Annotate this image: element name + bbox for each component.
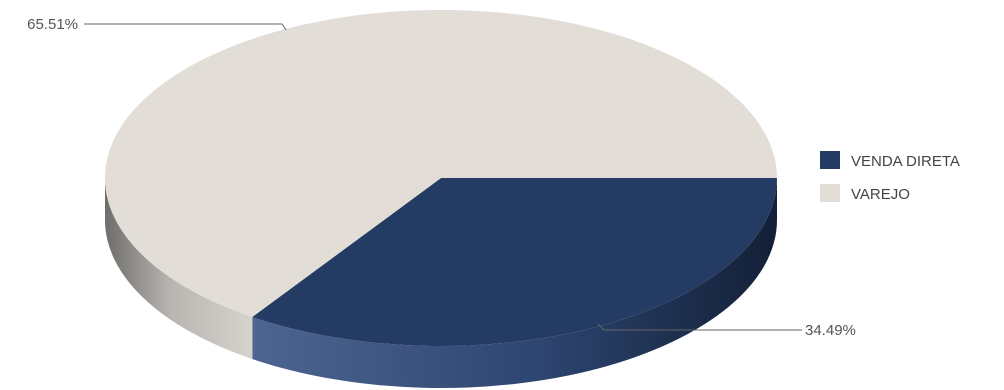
venda-direta-leader-line (597, 323, 802, 331)
legend-item-varejo: VAREJO (820, 184, 910, 203)
legend-item-venda-direta: VENDA DIRETA (820, 151, 960, 170)
varejo-leader-line (84, 23, 287, 31)
varejo-percent-label: 65.51% (27, 16, 78, 33)
pie-side-varejo (105, 178, 253, 360)
slice-label-varejo: 65.51% (27, 16, 287, 33)
venda-direta-percent-label: 34.49% (805, 322, 856, 339)
legend-label-varejo: VAREJO (851, 186, 910, 203)
pie-side-venda-direta (252, 178, 777, 388)
pie-slice-varejo (104, 9, 777, 318)
legend-swatch-varejo (820, 184, 840, 202)
pie-slice-venda-direta (252, 178, 777, 347)
legend: VENDA DIRETA VAREJO (820, 151, 960, 203)
legend-swatch-venda-direta (820, 151, 840, 169)
slice-label-venda-direta: 34.49% (597, 322, 856, 339)
legend-label-venda-direta: VENDA DIRETA (851, 153, 960, 170)
